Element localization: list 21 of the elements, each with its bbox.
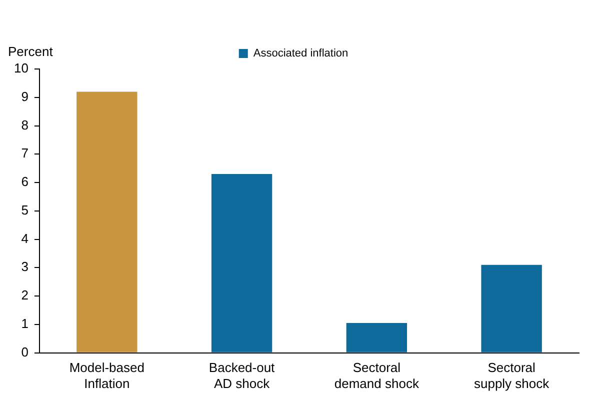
y-tick-label: 0 bbox=[21, 344, 28, 360]
y-tick-label: 2 bbox=[21, 288, 28, 303]
y-tick-label: 10 bbox=[14, 60, 28, 76]
bar bbox=[76, 92, 138, 352]
y-tick-label: 7 bbox=[21, 146, 28, 161]
bar bbox=[211, 174, 272, 352]
y-tick-label: 6 bbox=[21, 174, 28, 190]
bar bbox=[481, 264, 542, 352]
y-tick-label: 1 bbox=[21, 316, 28, 331]
legend-label: Associated inflation bbox=[253, 48, 348, 60]
y-tick-label: 8 bbox=[21, 117, 28, 132]
y-tick-label: 5 bbox=[21, 202, 28, 218]
y-axis-title: Percent bbox=[8, 44, 54, 60]
y-tick-label: 3 bbox=[21, 259, 28, 274]
y-tick-label: 4 bbox=[21, 230, 28, 246]
x-tick-label: Backed-out AD shock bbox=[208, 360, 276, 391]
x-tick-label: Model-based Inflation bbox=[69, 360, 144, 391]
bar bbox=[346, 323, 408, 352]
x-tick-label: Sectoral demand shock bbox=[334, 360, 420, 391]
x-tick-label: Sectoral supply shock bbox=[474, 360, 550, 391]
y-tick-label: 9 bbox=[21, 88, 28, 104]
